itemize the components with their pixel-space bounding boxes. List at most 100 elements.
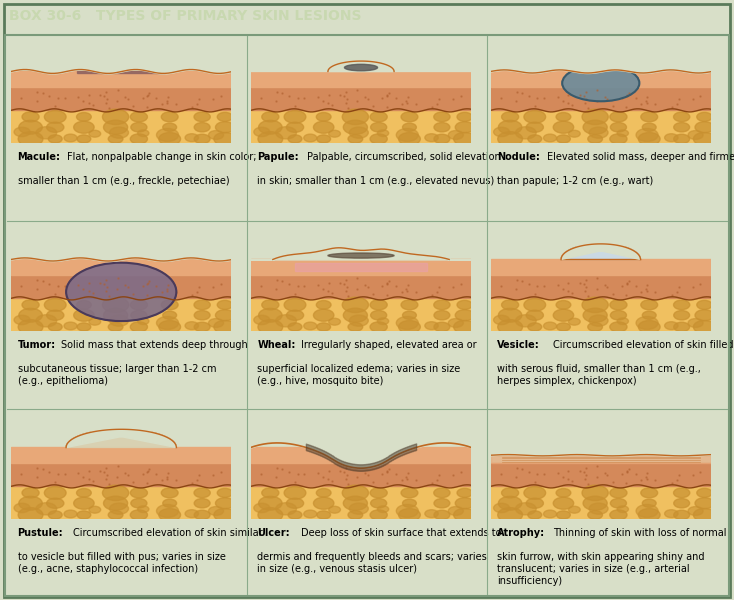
Circle shape: [214, 133, 236, 145]
Circle shape: [617, 506, 628, 512]
Circle shape: [526, 122, 543, 133]
Circle shape: [22, 300, 39, 310]
Circle shape: [588, 511, 603, 519]
Circle shape: [455, 310, 474, 321]
Circle shape: [526, 498, 543, 508]
Circle shape: [161, 300, 178, 310]
Circle shape: [515, 127, 536, 139]
Circle shape: [258, 320, 283, 334]
Circle shape: [528, 135, 542, 143]
Bar: [490, 487, 711, 519]
Text: dermis and frequently bleeds and scars; varies
in size (e.g., venous stasis ulce: dermis and frequently bleeds and scars; …: [258, 553, 487, 574]
Circle shape: [216, 310, 234, 321]
Circle shape: [371, 122, 387, 132]
Circle shape: [103, 496, 128, 511]
Circle shape: [216, 497, 234, 509]
Bar: [251, 259, 471, 275]
Text: Atrophy:: Atrophy:: [497, 528, 545, 538]
Text: Pustule:: Pustule:: [18, 528, 63, 538]
Circle shape: [674, 311, 690, 320]
Circle shape: [156, 505, 178, 517]
Bar: [490, 71, 711, 87]
Circle shape: [329, 318, 341, 325]
Circle shape: [195, 134, 210, 143]
Circle shape: [425, 134, 438, 142]
Circle shape: [610, 488, 627, 498]
Circle shape: [73, 121, 94, 133]
Text: BOX 30-6   TYPES OF PRIMARY SKIN LESIONS: BOX 30-6 TYPES OF PRIMARY SKIN LESIONS: [9, 10, 361, 23]
Circle shape: [695, 122, 714, 133]
Circle shape: [694, 508, 716, 521]
Circle shape: [498, 131, 523, 146]
Circle shape: [258, 131, 283, 146]
Bar: [490, 455, 711, 463]
Bar: [490, 298, 711, 331]
Circle shape: [89, 506, 101, 513]
Circle shape: [195, 499, 210, 508]
Circle shape: [138, 318, 149, 325]
Circle shape: [556, 301, 571, 309]
Circle shape: [156, 128, 178, 142]
Circle shape: [434, 311, 450, 320]
Text: superficial localized edema; varies in size
(e.g., hive, mosquito bite): superficial localized edema; varies in s…: [258, 364, 461, 386]
Circle shape: [642, 499, 656, 508]
Ellipse shape: [328, 253, 394, 258]
Circle shape: [131, 310, 147, 320]
Circle shape: [195, 122, 210, 132]
Circle shape: [401, 112, 418, 122]
Bar: [11, 71, 231, 87]
Circle shape: [103, 485, 128, 500]
Circle shape: [544, 134, 556, 142]
Circle shape: [44, 487, 66, 499]
Circle shape: [316, 301, 331, 309]
Circle shape: [36, 315, 57, 327]
Circle shape: [288, 511, 302, 519]
Circle shape: [161, 488, 178, 498]
Circle shape: [610, 322, 627, 332]
Circle shape: [434, 510, 450, 520]
Circle shape: [589, 127, 608, 138]
Circle shape: [342, 485, 368, 500]
Circle shape: [159, 133, 181, 145]
Circle shape: [108, 323, 123, 331]
Circle shape: [217, 301, 233, 310]
Text: Circumscribed elevation of skin similar: Circumscribed elevation of skin similar: [73, 528, 263, 538]
Bar: [251, 110, 471, 143]
Circle shape: [455, 497, 474, 509]
Circle shape: [284, 487, 306, 499]
Circle shape: [108, 511, 123, 519]
Circle shape: [313, 309, 334, 321]
Circle shape: [501, 300, 519, 310]
Text: Solid mass that extends deep through: Solid mass that extends deep through: [61, 340, 247, 350]
Circle shape: [317, 135, 330, 143]
Circle shape: [524, 487, 545, 499]
Text: Thinning of skin with loss of normal: Thinning of skin with loss of normal: [553, 528, 726, 538]
Circle shape: [528, 323, 542, 331]
Ellipse shape: [66, 263, 176, 321]
Circle shape: [103, 308, 128, 322]
Circle shape: [396, 505, 418, 517]
Circle shape: [109, 315, 128, 326]
Circle shape: [641, 300, 658, 310]
Circle shape: [14, 315, 30, 325]
Circle shape: [664, 322, 678, 329]
Circle shape: [36, 127, 57, 139]
Circle shape: [370, 510, 388, 520]
Text: Papule:: Papule:: [258, 152, 299, 162]
Text: Irregularly shaped, elevated area or: Irregularly shaped, elevated area or: [301, 340, 476, 350]
Circle shape: [582, 297, 608, 313]
Text: Palpable, circumscribed, solid elevation: Palpable, circumscribed, solid elevation: [307, 152, 501, 162]
Circle shape: [498, 121, 522, 134]
Circle shape: [254, 503, 270, 512]
Circle shape: [48, 323, 62, 331]
Circle shape: [611, 122, 627, 132]
Circle shape: [583, 308, 607, 322]
Circle shape: [138, 506, 149, 512]
Circle shape: [641, 112, 658, 122]
Circle shape: [344, 120, 368, 134]
Text: Elevated solid mass, deeper and firmer: Elevated solid mass, deeper and firmer: [547, 152, 734, 162]
Circle shape: [589, 315, 608, 326]
Circle shape: [697, 488, 712, 497]
Circle shape: [674, 499, 690, 508]
Circle shape: [163, 123, 177, 131]
